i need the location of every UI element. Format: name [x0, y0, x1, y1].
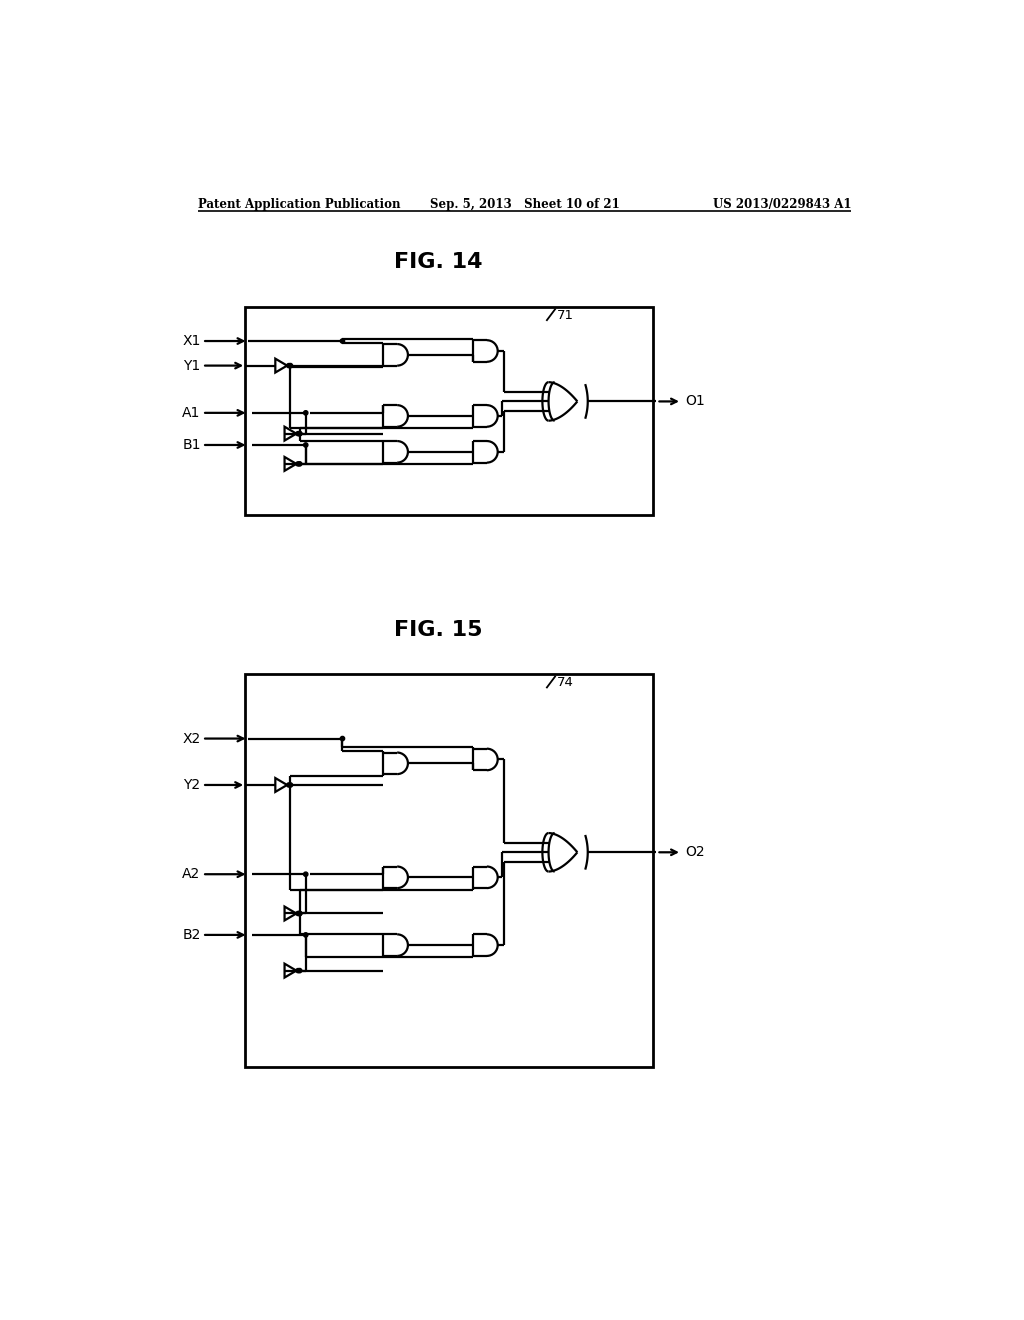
Circle shape	[298, 432, 302, 436]
Circle shape	[298, 432, 302, 436]
Circle shape	[298, 911, 302, 916]
Text: 74: 74	[557, 676, 574, 689]
Text: O2: O2	[685, 845, 705, 859]
Circle shape	[340, 339, 345, 343]
Circle shape	[289, 363, 293, 368]
Circle shape	[303, 411, 308, 414]
Text: Y2: Y2	[183, 777, 201, 792]
Text: Y1: Y1	[183, 359, 201, 372]
Circle shape	[303, 442, 308, 447]
Text: FIG. 15: FIG. 15	[394, 619, 482, 640]
Text: Sep. 5, 2013   Sheet 10 of 21: Sep. 5, 2013 Sheet 10 of 21	[430, 198, 620, 211]
Circle shape	[298, 969, 302, 973]
Text: FIG. 14: FIG. 14	[394, 252, 482, 272]
Circle shape	[298, 462, 302, 466]
Bar	[245, 675, 652, 1067]
Text: O1: O1	[685, 395, 705, 408]
Text: A2: A2	[182, 867, 201, 882]
Circle shape	[298, 911, 302, 916]
Text: A1: A1	[182, 405, 201, 420]
Text: US 2013/0229843 A1: US 2013/0229843 A1	[713, 198, 851, 211]
Text: Patent Application Publication: Patent Application Publication	[199, 198, 400, 211]
Circle shape	[303, 873, 308, 876]
Circle shape	[289, 783, 293, 787]
Text: 71: 71	[557, 309, 574, 322]
Text: B1: B1	[182, 438, 201, 451]
Text: B2: B2	[182, 928, 201, 942]
Circle shape	[340, 737, 345, 741]
Bar	[245, 308, 652, 515]
Text: X2: X2	[182, 731, 201, 746]
Text: X1: X1	[182, 334, 201, 348]
Circle shape	[303, 933, 308, 937]
